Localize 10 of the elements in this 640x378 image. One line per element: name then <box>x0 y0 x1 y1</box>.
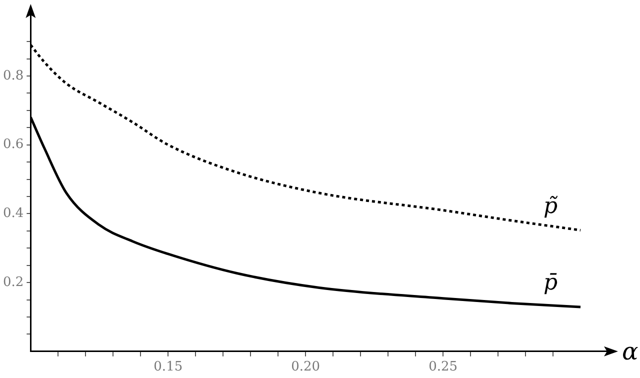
x-tick-label: 0.20 <box>291 360 320 375</box>
x-axis-title: α <box>622 338 638 366</box>
y-tick-label: 0.8 <box>2 68 24 84</box>
y-tick-label: 0.4 <box>2 206 24 222</box>
series-label: p̃ <box>543 194 558 219</box>
series-label: p̄ <box>543 270 558 296</box>
y-tick-label: 0.6 <box>2 137 24 152</box>
x-tick-label: 0.15 <box>154 360 183 375</box>
x-tick-label: 0.25 <box>428 360 458 375</box>
y-tick-label: 0.2 <box>2 274 24 290</box>
